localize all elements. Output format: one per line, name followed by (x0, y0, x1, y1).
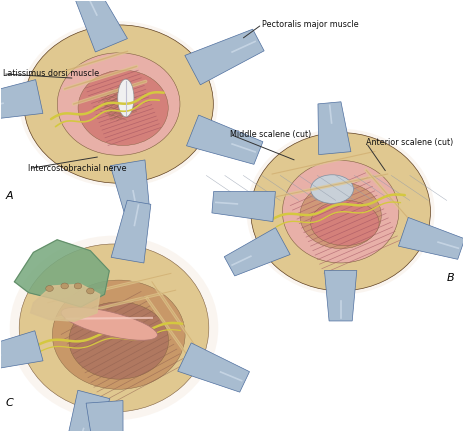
Ellipse shape (61, 283, 69, 289)
Ellipse shape (259, 140, 422, 283)
Polygon shape (110, 160, 149, 212)
Ellipse shape (283, 160, 399, 263)
Polygon shape (185, 29, 264, 85)
Polygon shape (30, 284, 100, 321)
Polygon shape (186, 115, 263, 164)
Polygon shape (0, 79, 43, 121)
Polygon shape (111, 200, 151, 263)
Ellipse shape (33, 32, 204, 176)
Text: A: A (5, 191, 13, 201)
Polygon shape (224, 228, 290, 276)
Polygon shape (75, 0, 128, 52)
Ellipse shape (118, 79, 134, 117)
Ellipse shape (24, 248, 204, 408)
Text: Middle scalene (cut): Middle scalene (cut) (229, 130, 311, 139)
Ellipse shape (74, 283, 82, 289)
Ellipse shape (9, 235, 219, 420)
Ellipse shape (19, 244, 209, 412)
Text: Anterior scalene (cut): Anterior scalene (cut) (366, 138, 453, 147)
Ellipse shape (272, 151, 409, 272)
Text: B: B (447, 273, 455, 283)
Ellipse shape (251, 133, 430, 291)
Ellipse shape (61, 307, 157, 340)
Ellipse shape (78, 70, 168, 146)
Text: Intercostobrachial nerve: Intercostobrachial nerve (28, 164, 127, 173)
Polygon shape (86, 400, 123, 432)
Polygon shape (318, 102, 351, 155)
Ellipse shape (46, 286, 54, 292)
Ellipse shape (310, 175, 354, 203)
Polygon shape (65, 390, 110, 432)
Polygon shape (399, 217, 465, 259)
Ellipse shape (19, 21, 218, 187)
Ellipse shape (300, 182, 381, 249)
Ellipse shape (87, 288, 94, 294)
Polygon shape (0, 331, 43, 372)
Text: Latissimus dorsi muscle: Latissimus dorsi muscle (3, 70, 99, 78)
Ellipse shape (38, 261, 190, 395)
Text: C: C (5, 397, 13, 408)
Polygon shape (14, 240, 109, 307)
Text: Pectoralis major muscle: Pectoralis major muscle (262, 20, 359, 29)
Ellipse shape (46, 44, 191, 164)
Ellipse shape (57, 53, 180, 155)
Polygon shape (324, 270, 357, 321)
Ellipse shape (310, 200, 379, 246)
Ellipse shape (69, 302, 169, 379)
Ellipse shape (246, 129, 435, 295)
Polygon shape (212, 191, 275, 222)
Polygon shape (178, 343, 249, 392)
Ellipse shape (53, 280, 185, 389)
Ellipse shape (24, 25, 213, 183)
